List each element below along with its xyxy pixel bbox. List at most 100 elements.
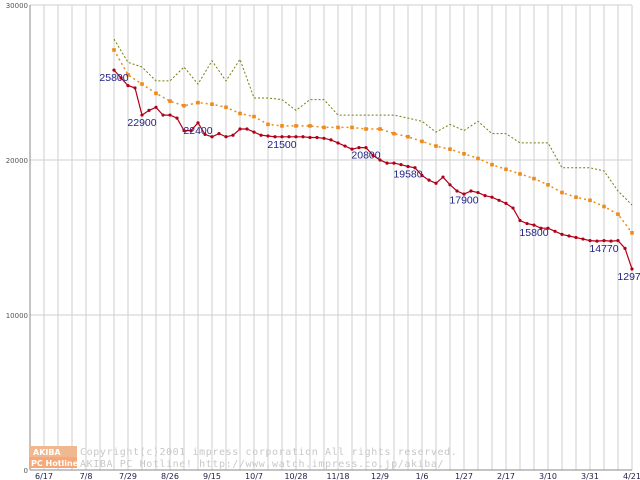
data-point-min [280,135,284,139]
data-point-min [497,198,501,202]
data-point-min [539,226,543,230]
y-tick-label: 30000 [6,2,28,10]
y-tick-label: 20000 [6,157,28,165]
data-point-min [322,136,326,140]
x-tick-label: 7/8 [80,472,93,480]
data-point-avg [126,72,130,77]
x-tick-label: 4/21 [623,472,640,480]
data-label: 21500 [267,139,296,151]
data-point-avg [140,82,144,86]
data-point-min [525,221,529,226]
data-point-min [490,195,494,199]
series-line-avg [113,49,633,234]
data-point-avg [168,99,172,103]
data-point-min [168,113,172,117]
data-point-min [196,121,200,125]
data-point-min [329,138,333,142]
data-point-min [406,164,410,169]
data-point-min [427,178,431,182]
data-point-min [595,239,599,243]
data-point-avg [462,152,466,156]
data-point-avg [476,156,480,161]
data-label: 17900 [449,195,478,207]
data-point-avg [280,124,284,128]
data-point-min [616,239,620,243]
data-point-min [434,181,438,185]
data-point-min [217,132,221,136]
data-point-min [154,105,158,109]
data-point-min [252,130,256,134]
data-point-avg [238,111,242,116]
data-point-avg [266,122,270,127]
data-point-min [259,133,263,137]
data-point-min [301,135,305,139]
data-point-min [462,192,466,196]
data-point-min [308,135,312,140]
data-point-min [455,189,459,193]
data-point-avg [546,183,550,187]
credit-text: AKIBA PC Hotline! http://www.watch.impre… [80,459,444,470]
data-point-avg [112,48,116,52]
data-point-min [119,76,123,80]
x-tick-label: 1/6 [416,472,429,480]
x-tick-label: 2/17 [497,472,515,480]
data-point-min [532,223,536,227]
x-tick-label: 7/29 [119,472,137,480]
data-point-min [399,163,403,167]
x-tick-label: 3/31 [581,472,599,480]
data-point-min [385,161,389,165]
x-tick-label: 3/10 [539,472,557,480]
data-point-min [364,146,368,150]
data-point-avg [532,176,536,181]
y-tick-label: 10000 [6,312,28,320]
data-point-min [420,173,424,178]
y-tick-label: 0 [24,467,28,475]
series [112,38,634,271]
x-tick-label: 10/7 [245,472,263,480]
data-label: 20800 [351,150,380,162]
data-point-min [357,146,361,150]
data-point-min [238,127,242,131]
data-point-min [210,135,214,139]
data-point-min [350,147,354,151]
data-point-min [588,239,592,243]
data-point-avg [336,125,340,130]
akiba-logo-subtext: PC Hotline! [31,459,82,468]
data-point-avg [588,198,592,203]
x-tick-label: 6/17 [35,472,53,480]
data-point-min [630,267,634,271]
data-point-avg [560,190,564,195]
data-point-avg [210,102,214,106]
data-label: 22400 [183,125,212,137]
data-point-min [126,84,130,88]
data-label: 19580 [393,169,422,181]
data-point-min [231,133,235,137]
data-point-min [483,194,487,198]
data-point-avg [616,212,620,217]
x-tick-label: 10/28 [284,472,307,480]
data-point-min [182,128,186,133]
x-tick-label: 9/15 [203,472,221,480]
data-point-min [371,153,375,157]
axes: 0 10000 20000 30000 6/17 7/8 7/29 8/26 9/15 10/7 1… [6,2,640,480]
data-point-avg [294,124,298,128]
data-point-min [413,166,417,170]
data-point-avg [490,162,494,167]
grid [30,4,633,470]
data-point-avg [420,139,424,144]
x-tick-label: 8/26 [161,472,179,480]
data-point-min [511,206,515,210]
data-label: 12970 [617,271,640,283]
data-point-min [392,161,396,165]
data-point-min [203,132,207,137]
data-point-avg [392,131,396,136]
data-point-min [189,128,193,133]
data-point-min [245,127,249,131]
data-point-min [273,135,277,139]
data-point-min [315,135,319,140]
akiba-logo-text: AKIBA [33,448,61,457]
data-point-avg [602,204,606,209]
data-label: 22900 [127,117,156,129]
akiba-logo-top [29,446,77,457]
data-labels: 25800 22900 22400 21500 20800 19580 17900 15800… [99,72,640,283]
